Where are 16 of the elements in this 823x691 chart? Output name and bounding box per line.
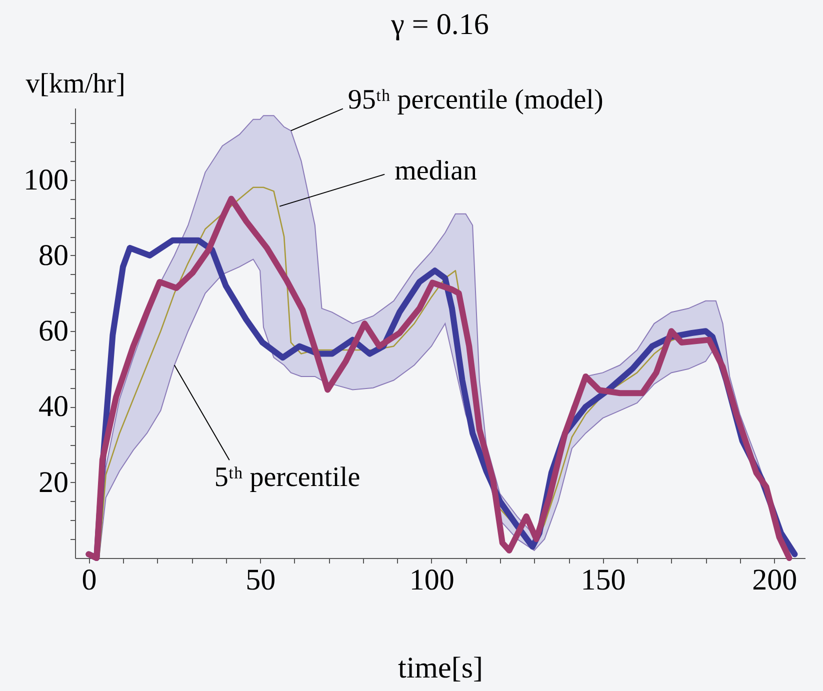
annotation: 95ᵗʰ percentile (model) [348,84,604,116]
y-tick-label: 40 [38,390,68,424]
y-axis-title: v[km/hr] [26,68,126,100]
x-tick-label: 50 [246,564,276,596]
y-tick-label: 60 [38,314,68,348]
annotation: median [394,155,478,186]
x-tick-label: 150 [580,564,626,596]
annotation: 5ᵗʰ percentile [214,462,360,494]
x-tick-label: 0 [82,564,97,596]
y-tick-label: 100 [24,163,68,196]
x-tick-label: 200 [752,564,798,596]
x-tick-label: 100 [409,564,454,596]
y-tick-label: 20 [38,466,68,499]
x-axis-title: time[s] [398,652,483,684]
y-tick-label: 80 [38,238,68,272]
chart-title: γ = 0.16 [390,8,489,41]
